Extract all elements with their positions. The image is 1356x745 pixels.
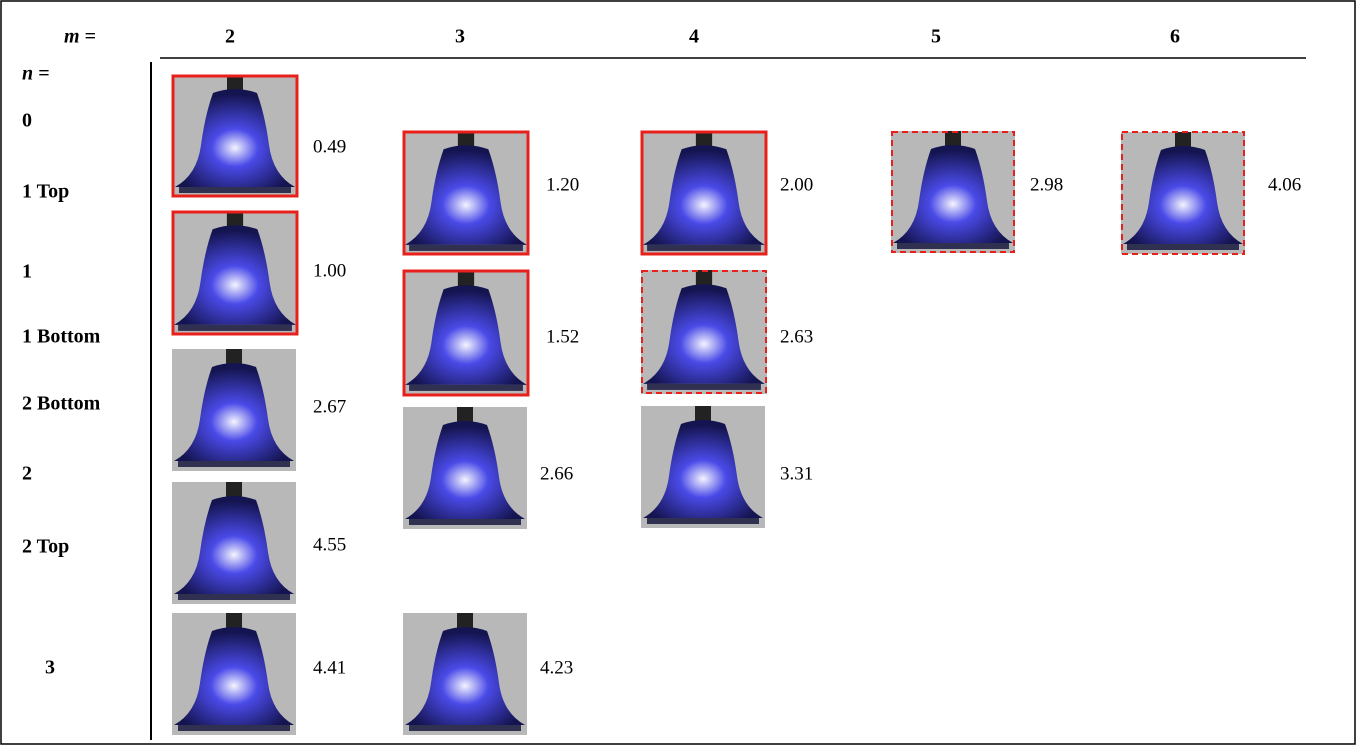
frequency-ratio: 2.63 xyxy=(780,326,813,347)
bell-image xyxy=(641,406,765,528)
frequency-ratio: 2.98 xyxy=(1030,174,1063,195)
bell-image xyxy=(641,131,767,255)
bell-image xyxy=(403,407,527,529)
frequency-ratio: 2.66 xyxy=(540,463,573,484)
frequency-ratio: 4.23 xyxy=(540,657,573,678)
bell-image xyxy=(403,613,527,735)
column-header: 5 xyxy=(931,26,941,48)
page: {"header": {"m_label": "m =", "columns":… xyxy=(0,0,1356,745)
frequency-ratio: 3.31 xyxy=(780,463,813,484)
n-label: n = xyxy=(22,63,50,85)
bell-image xyxy=(641,270,767,394)
bell-image xyxy=(403,271,529,395)
figure: m = n = 2 3 4 5 6 0 1 Top 1 1 Bottom 2 Bottom 2 2 T… xyxy=(0,0,1356,745)
bell-image xyxy=(403,131,529,255)
bell-image xyxy=(172,613,296,735)
frequency-ratio: 1.52 xyxy=(546,326,579,347)
bell-image xyxy=(172,349,296,471)
row-label: 1 Top xyxy=(22,181,69,203)
frequency-ratio: 0.49 xyxy=(313,136,346,157)
column-header: 6 xyxy=(1170,26,1180,48)
row-label: 2 xyxy=(22,463,32,485)
frequency-ratio: 2.00 xyxy=(780,174,813,195)
frequency-ratio: 1.20 xyxy=(546,174,579,195)
bell-image xyxy=(891,131,1015,253)
bell-image xyxy=(172,211,298,335)
row-label: 3 xyxy=(45,657,55,679)
column-header: 3 xyxy=(455,26,465,48)
m-label: m = xyxy=(64,26,96,48)
frequency-ratio: 1.00 xyxy=(313,260,346,281)
row-label: 0 xyxy=(22,110,32,132)
column-header: 4 xyxy=(689,26,699,48)
frequency-ratio: 2.67 xyxy=(313,396,346,417)
frequency-ratio: 4.06 xyxy=(1268,174,1301,195)
bell-image xyxy=(172,482,296,604)
row-label: 2 Top xyxy=(22,536,69,558)
bell-image xyxy=(173,75,297,197)
frequency-ratio: 4.55 xyxy=(313,534,346,555)
row-label: 1 xyxy=(22,261,32,283)
row-label: 1 Bottom xyxy=(22,326,101,348)
column-header: 2 xyxy=(225,26,235,48)
frequency-ratio: 4.41 xyxy=(313,657,346,678)
bell-image xyxy=(1121,132,1245,254)
row-label: 2 Bottom xyxy=(22,393,101,415)
